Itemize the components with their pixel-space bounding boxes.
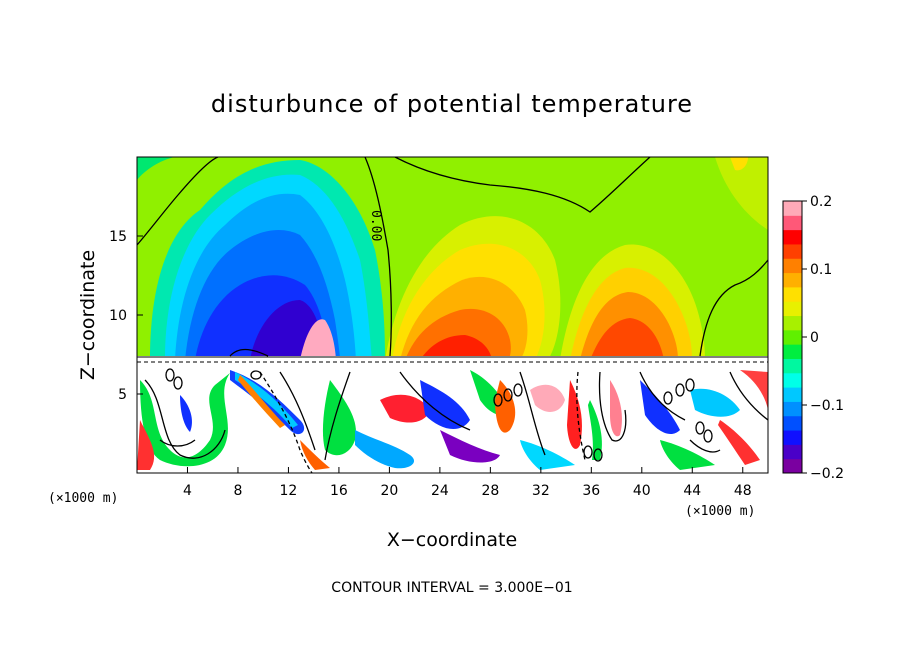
layer-boundary	[137, 356, 768, 364]
contour-label: 0.00	[368, 210, 383, 241]
chart-title: disturbunce of potential temperature	[211, 90, 693, 118]
colorbar-swatch	[783, 387, 802, 402]
colorbar-swatch	[783, 229, 802, 245]
colorbar-swatch	[783, 258, 802, 274]
colorbar-swatch	[783, 444, 802, 460]
colorbar-swatch	[783, 358, 802, 374]
lower-turbulent-layer	[137, 364, 768, 473]
x-tick-label: 28	[481, 483, 499, 499]
x-axis: 4 8 12 16 20 24 28 32 36 40 44 48	[183, 467, 752, 499]
colorbar-swatch	[783, 201, 802, 216]
positive-anomaly-region	[385, 157, 768, 360]
x-tick-label: 24	[431, 483, 449, 499]
x-tick-label: 32	[532, 483, 550, 499]
contour-lines	[137, 157, 768, 473]
colorbar-swatch	[783, 301, 802, 317]
colorbar-swatch	[783, 315, 802, 331]
colorbar-swatch	[783, 430, 802, 445]
y-tick-label: 10	[109, 308, 127, 324]
x-tick-label: 20	[380, 483, 398, 499]
plot-area: 0.00	[137, 157, 768, 473]
colorbar-tick-label: 0.1	[810, 262, 832, 278]
x-tick-label: 8	[233, 483, 242, 499]
colorbar-swatch	[783, 272, 802, 288]
x-tick-label: 44	[683, 483, 701, 499]
x-tick-label: 36	[582, 483, 600, 499]
x-tick-label: 40	[633, 483, 651, 499]
x-unit-label-right: (×1000 m)	[685, 504, 755, 519]
x-tick-label: 48	[734, 483, 752, 499]
colorbar: 0.2 0.1 0 −0.1 −0.2	[782, 194, 844, 482]
x-unit-label-left: (×1000 m)	[48, 491, 118, 506]
x-tick-label: 4	[183, 483, 192, 499]
colorbar-tick-label: 0	[810, 330, 819, 346]
negative-anomaly-region	[137, 157, 385, 360]
y-axis: 5 10 15	[109, 229, 143, 403]
colorbar-swatch	[783, 286, 802, 302]
contour-interval-note: CONTOUR INTERVAL = 3.000E−01	[331, 580, 572, 596]
colorbar-swatch	[783, 329, 802, 345]
y-tick-label: 15	[109, 229, 127, 245]
x-axis-title: X−coordinate	[387, 529, 517, 551]
colorbar-swatch	[783, 215, 802, 231]
colorbar-swatch	[783, 372, 802, 388]
colorbar-swatch	[783, 344, 802, 359]
colorbar-swatch	[783, 415, 802, 431]
y-tick-label: 5	[118, 387, 127, 403]
colorbar-tick-label: 0.2	[810, 194, 832, 210]
colorbar-swatch	[783, 401, 802, 417]
x-tick-label: 12	[280, 483, 298, 499]
y-axis-title: Z−coordinate	[77, 250, 99, 380]
x-tick-label: 16	[330, 483, 348, 499]
colorbar-swatch	[783, 458, 802, 474]
colorbar-tick-label: −0.1	[810, 398, 844, 414]
colorbar-tick-label: −0.2	[810, 466, 844, 482]
colorbar-swatch	[783, 243, 802, 259]
